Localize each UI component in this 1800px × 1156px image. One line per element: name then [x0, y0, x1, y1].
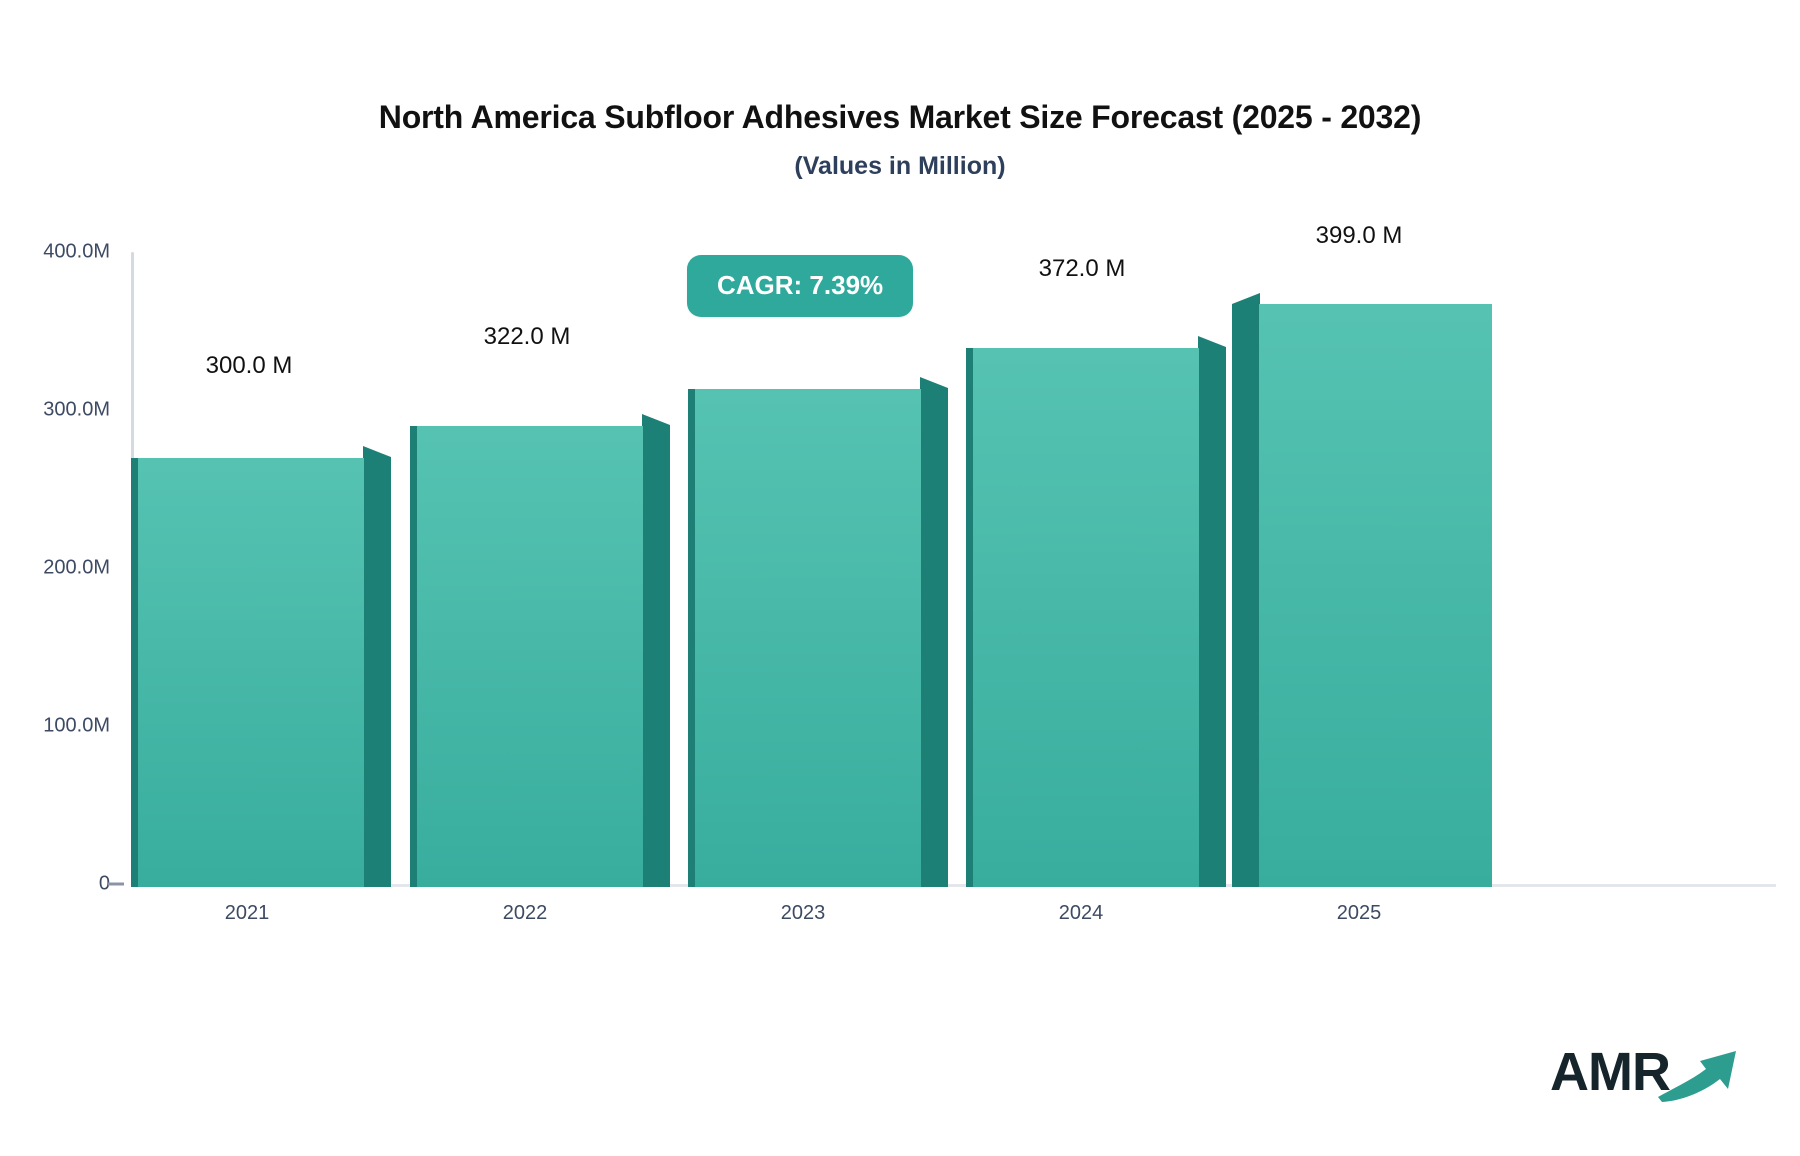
bar-group-2022[interactable] — [410, 414, 670, 887]
bar-front-face-2021 — [131, 458, 364, 887]
chart-subtitle: (Values in Million) — [794, 152, 1006, 181]
cagr-badge[interactable]: CAGR: 7.39% — [687, 255, 914, 317]
bar-left-edge-2024 — [966, 348, 973, 887]
bar-value-2021: 300.0 M — [205, 352, 293, 379]
y-tick-label-0: 0 — [98, 872, 110, 895]
y-tick-label-100: 100.0M — [43, 714, 110, 737]
x-axis-line — [131, 884, 1776, 887]
bar-front-face-2025 — [1259, 304, 1492, 887]
bar-front-face-2022 — [410, 426, 643, 887]
x-tick-label-2025: 2025 — [1336, 902, 1382, 924]
bar-group-2023[interactable] — [688, 377, 948, 887]
y-tick-label-200: 200.0M — [43, 556, 110, 579]
x-tick-label-2024: 2024 — [1058, 902, 1104, 924]
bar-side-face-2024 — [1198, 336, 1226, 887]
bar-value-2024: 372.0 M — [1038, 255, 1126, 282]
y-tick-dash-0 — [108, 882, 124, 886]
bar-front-face-2023 — [688, 389, 921, 887]
bar-side-face-2023 — [920, 377, 948, 887]
logo-text: AMR — [1550, 1041, 1671, 1102]
bar-side-face-2025 — [1232, 293, 1260, 887]
bar-group-2024[interactable] — [966, 336, 1226, 887]
bar-side-face-2022 — [642, 414, 670, 887]
amr-logo: AMR — [1550, 1035, 1742, 1108]
title-block: North America Subfloor Adhesives Market … — [0, 99, 1800, 181]
bar-value-2025: 399.0 M — [1315, 222, 1403, 249]
x-tick-label-2023: 2023 — [780, 902, 826, 924]
bar-value-2022: 322.0 M — [483, 323, 571, 350]
bar-left-edge-2021 — [131, 458, 138, 887]
bar-group-2021[interactable] — [131, 446, 391, 887]
bar-left-edge-2023 — [688, 389, 695, 887]
bar-front-face-2024 — [966, 348, 1199, 887]
y-tick-label-300: 300.0M — [43, 398, 110, 421]
bar-group-2025[interactable] — [1232, 293, 1492, 887]
y-tick-label-400: 400.0M — [43, 240, 110, 263]
x-tick-label-2021: 2021 — [224, 902, 270, 924]
bar-side-face-2021 — [363, 446, 391, 887]
growth-arrow-icon — [1656, 1045, 1742, 1108]
x-tick-label-2022: 2022 — [502, 902, 548, 924]
page-title: North America Subfloor Adhesives Market … — [378, 99, 1422, 135]
bar-left-edge-2022 — [410, 426, 417, 887]
